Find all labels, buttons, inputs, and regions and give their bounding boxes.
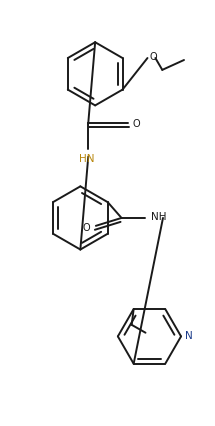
Text: O: O [133, 119, 140, 129]
Text: NH: NH [151, 212, 167, 222]
Text: O: O [82, 223, 90, 233]
Text: HN: HN [78, 154, 94, 164]
Text: N: N [185, 331, 193, 341]
Text: O: O [149, 52, 157, 62]
